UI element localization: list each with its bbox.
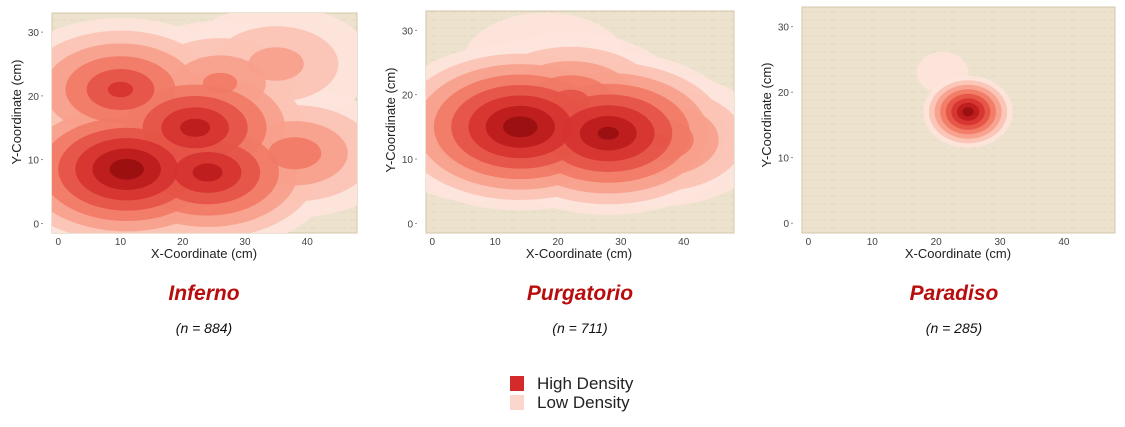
panel-title: Paradiso [909,282,999,305]
density-contour [107,81,134,98]
chart-panels: 0 10 20 30 40 0 10 20 30 X-Coordinate (cm) Y-Coo… [9,6,1116,261]
axis-ticks: 0 10 20 30 40 0 10 20 30 [28,28,313,248]
x-tick-label: 20 [931,237,943,248]
panel-title: Inferno [168,282,240,305]
density-layers [916,51,1013,148]
y-tick-label: 30 [778,23,790,34]
y-tick-label: 10 [778,154,790,165]
y-tick-label: 20 [28,92,40,103]
y-axis-label: Y-Coordinate (cm) [383,67,398,172]
y-axis-label: Y-Coordinate (cm) [9,59,24,164]
y-tick-label: 10 [402,155,414,166]
density-contour [503,116,538,138]
x-tick-label: 30 [994,237,1006,248]
x-tick-label: 40 [302,237,314,248]
caption-inferno: Inferno (n = 884) [84,282,324,336]
caption-purgatorio: Purgatorio (n = 711) [460,282,700,336]
y-axis-label: Y-Coordinate (cm) [759,62,774,167]
legend-label-high: High Density [537,374,634,393]
x-tick-label: 0 [430,237,436,248]
density-contour [248,47,304,81]
legend-swatch-low [510,395,524,410]
density-contour [597,126,619,140]
density-contour [180,118,211,137]
x-tick-label: 0 [806,237,812,248]
y-tick-label: 30 [28,28,40,39]
legend-label-low: Low Density [537,393,630,412]
sample-size: (n = 285) [925,320,983,336]
legend-item-high: High Density [510,374,633,393]
density-contour [962,107,974,117]
chart-panel-purgatorio: 0 10 20 30 40 0 10 20 30 X-Coordinate (cm) Y-Coo… [383,10,735,261]
x-tick-label: 30 [239,237,251,248]
sample-size: (n = 711) [552,320,608,336]
y-tick-label: 10 [28,156,40,167]
density-contour [268,137,322,170]
y-tick-label: 0 [407,219,413,230]
x-tick-label: 30 [615,237,627,248]
legend-swatch-high [510,376,524,391]
density-layers [426,12,734,216]
legend: High Density Low Density [510,374,633,412]
chart-panel-paradiso: 0 10 20 30 40 0 10 20 30 X-Coordinate (cm) Y-Coo… [759,6,1116,261]
x-tick-label: 40 [678,237,690,248]
x-axis-label: X-Coordinate (cm) [905,246,1011,261]
axis-ticks: 0 10 20 30 40 0 10 20 30 [778,23,1070,248]
x-tick-label: 10 [115,237,127,248]
x-axis-label: X-Coordinate (cm) [526,246,632,261]
chart-panel-inferno: 0 10 20 30 40 0 10 20 30 X-Coordinate (cm) Y-Coo… [9,12,358,261]
x-tick-label: 40 [1058,237,1070,248]
axis-ticks: 0 10 20 30 40 0 10 20 30 [402,26,690,248]
x-tick-label: 10 [490,237,502,248]
x-tick-label: 10 [867,237,879,248]
density-contour [109,158,144,180]
legend-item-low: Low Density [510,393,633,412]
y-tick-label: 20 [402,91,414,102]
caption-paradiso: Paradiso (n = 285) [834,282,1074,336]
y-tick-label: 0 [33,219,39,230]
sample-size: (n = 884) [175,320,233,336]
density-contour [202,72,238,94]
x-axis-label: X-Coordinate (cm) [151,246,257,261]
y-tick-label: 20 [778,88,790,99]
x-tick-label: 0 [55,237,61,248]
x-tick-label: 20 [552,237,564,248]
y-tick-label: 30 [402,26,414,37]
density-contour [551,89,590,113]
density-contour [192,163,223,182]
x-tick-label: 20 [177,237,189,248]
density-layers [52,13,357,233]
y-tick-label: 0 [783,219,789,230]
panel-title: Purgatorio [526,282,634,305]
